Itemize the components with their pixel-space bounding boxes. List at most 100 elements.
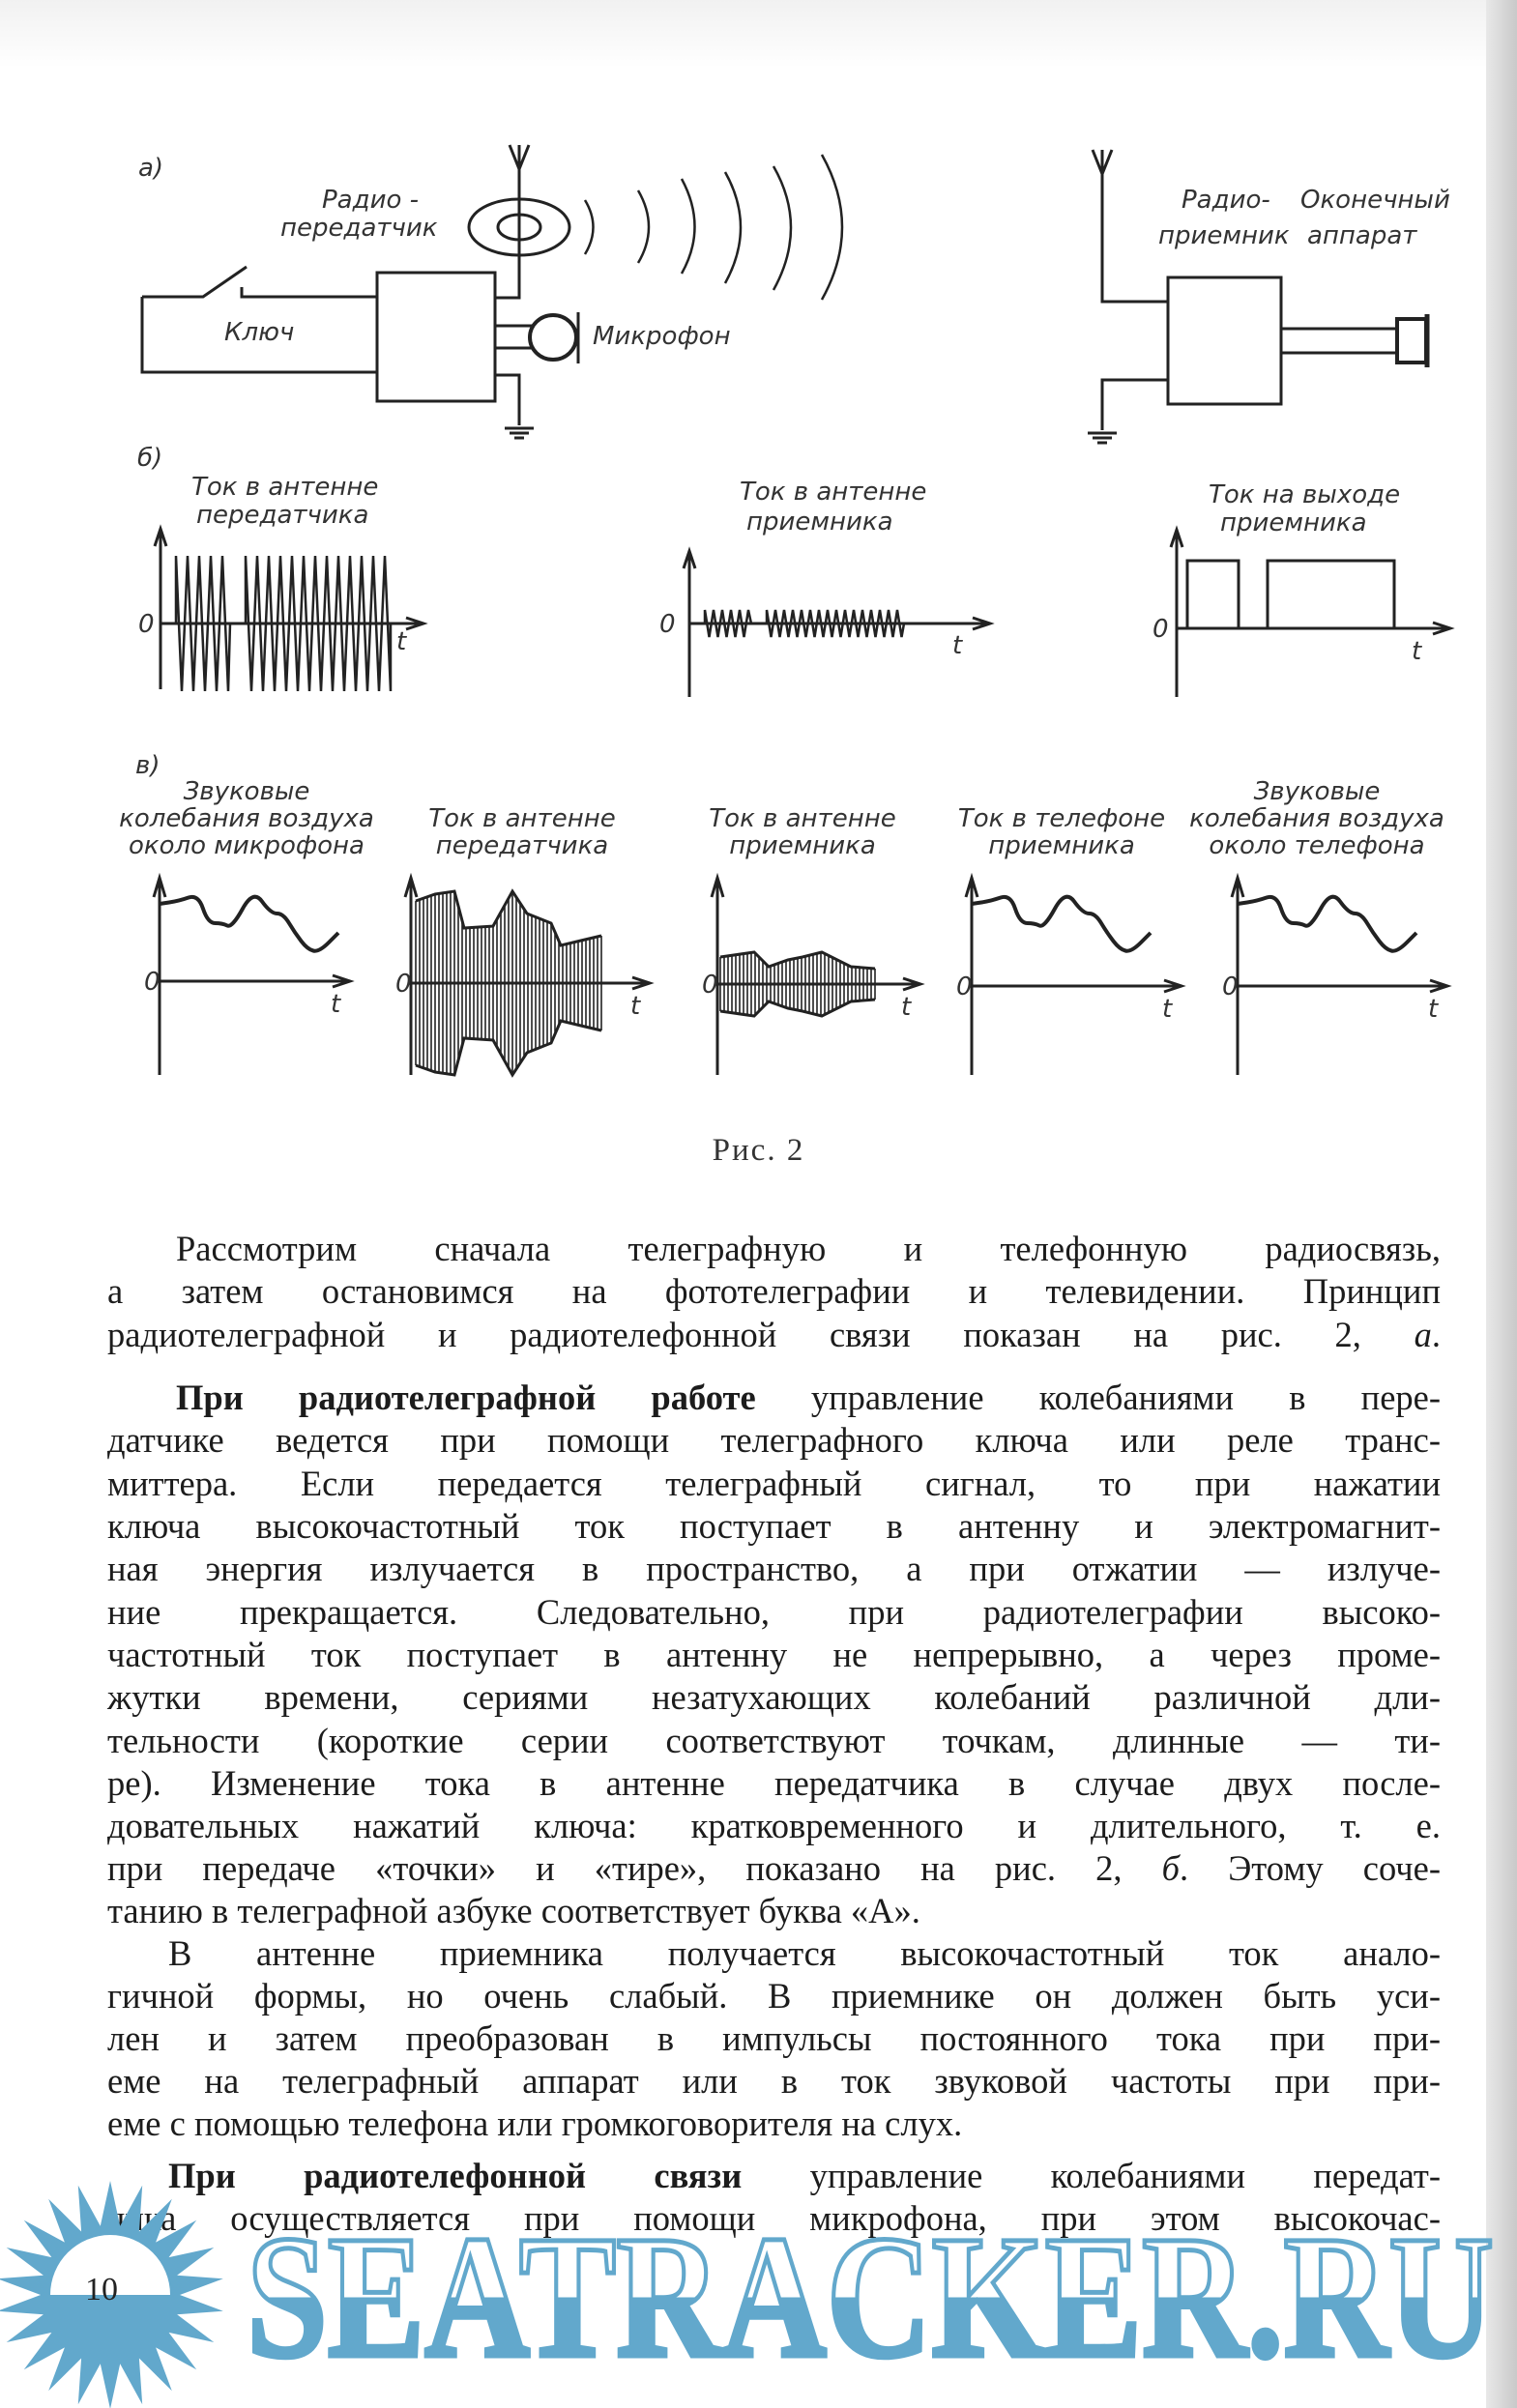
receiver-label: приемник [1158, 221, 1290, 250]
graph-title: передатчика [196, 501, 368, 530]
text-run: лен и затем преобразован в импульсы пост… [107, 2018, 1441, 2058]
output-wires [1281, 327, 1397, 355]
scan-right-edge [1486, 0, 1517, 2408]
t-label: t [331, 990, 341, 1019]
graph-title: Ток в антенне [740, 478, 926, 507]
text-run: . [1431, 1315, 1441, 1354]
graph-title: Ток в антенне [709, 804, 895, 833]
t-label: t [1428, 995, 1439, 1024]
t-label: t [1412, 637, 1422, 666]
zero-label: 0 [1152, 615, 1169, 644]
axes [1230, 872, 1452, 1075]
ground-icon [1088, 378, 1168, 445]
bold-term: При радиотелефонной связи [168, 2156, 743, 2195]
zero-label: 0 [659, 610, 676, 639]
graph-title: около телефона [1209, 831, 1424, 860]
terminal-label: аппарат [1307, 221, 1417, 250]
text-run: жутки времени, сериями незатухающих коле… [107, 1677, 1441, 1717]
watermark: SEATRACKER.RU [0, 2181, 1497, 2408]
transmitter-label: Радио - [322, 186, 419, 215]
text-run: управление колебаниями в пере- [755, 1378, 1442, 1417]
text-run: ключа высокочастотный ток поступает в ан… [107, 1506, 1441, 1546]
text-line: чика осуществляется при помощи микрофона… [107, 2197, 1441, 2240]
text-run: еме на телеграфный аппарат или в ток зву… [107, 2061, 1441, 2101]
text-line: миттера. Если передается телеграфный сиг… [107, 1463, 1441, 1505]
graph-title: Ток в антенне [428, 804, 615, 833]
carrier-bursts [174, 555, 393, 692]
t-label: t [901, 993, 912, 1022]
receiver-label: Радио- [1182, 186, 1270, 215]
text-run: ние прекращается. Следовательно, при рад… [107, 1592, 1441, 1632]
page-number: 10 [85, 2272, 118, 2307]
marker-b: б) [137, 444, 162, 473]
microphone-label: Микрофон [593, 322, 731, 351]
text-line: При радиотелефонной связи управление кол… [168, 2155, 1441, 2197]
text-run: ная энергия излучается в пространство, а… [107, 1549, 1441, 1588]
figure-caption: Рис. 2 [712, 1133, 805, 1168]
weak-bursts [703, 609, 906, 638]
text-line: танию в телеграфной азбуке соответствует… [107, 1890, 1441, 1932]
envelope-bottom [415, 1019, 602, 1078]
t-label: t [630, 992, 641, 1021]
marker-c: в) [135, 751, 160, 780]
graph-b3: Ток на выходе приемника 0 t [1152, 480, 1455, 697]
mic-wires [495, 324, 532, 350]
dc-pulses [1185, 559, 1396, 628]
radiation-ring-inner [496, 213, 542, 242]
figure-2: а) Радио - передатчик Ключ Микрофон [119, 144, 1455, 1078]
graph-b2: Ток в антенне приемника 0 t [659, 478, 995, 697]
receiver-box [1166, 276, 1283, 406]
text-run: В антенне приемника получается высокочас… [168, 1933, 1441, 1973]
text-line: ная энергия излучается в пространство, а… [107, 1548, 1441, 1590]
axes [153, 524, 428, 689]
axes [964, 872, 1186, 1075]
axes [403, 872, 655, 1075]
text-run: а [1414, 1315, 1432, 1354]
text-line: жутки времени, сериями незатухающих коле… [107, 1676, 1441, 1719]
zero-label: 0 [1222, 972, 1239, 1001]
graph-title: Ток в телефоне [958, 804, 1165, 833]
axes [710, 872, 925, 1075]
zero-label: 0 [702, 971, 718, 1000]
watermark-text: SEATRACKER.RU [247, 2200, 1494, 2394]
envelope-bottom [719, 998, 876, 1018]
ground-icon [495, 373, 534, 440]
text-run: при передаче «точки» и «тире», показано … [107, 1848, 1162, 1888]
antenna-icon [495, 144, 531, 300]
text-line: частотный ток поступает в антенну не неп… [107, 1634, 1441, 1676]
text-run: чика осуществляется при помощи микрофона… [107, 2198, 1441, 2238]
graph-title: Ток на выходе [1209, 480, 1400, 509]
antenna-icon [1091, 149, 1168, 304]
text-line: Рассмотрим сначала телеграфную и телефон… [176, 1228, 1441, 1270]
text-line: еме с помощью телефона или громкоговорит… [107, 2103, 1441, 2145]
axes [682, 546, 995, 697]
text-run: гичной формы, но очень слабый. В приемни… [107, 1976, 1441, 2016]
key-label: Ключ [224, 318, 294, 347]
transmitter: Радио - передатчик Ключ Микрофон [140, 144, 844, 440]
text-line: ние прекращается. Следовательно, при рад… [107, 1591, 1441, 1634]
zero-label: 0 [144, 968, 160, 997]
t-label: t [396, 627, 407, 656]
modulated-carrier [415, 891, 602, 1075]
text-run: частотный ток поступает в антенну не неп… [107, 1635, 1441, 1674]
zero-label: 0 [956, 972, 973, 1001]
radiation-ring [467, 197, 571, 257]
sun-inner [50, 2235, 170, 2295]
text-run: а затем остановимся на фототелеграфии и … [107, 1271, 1441, 1311]
text-line: еме на телеграфный аппарат или в ток зву… [107, 2060, 1441, 2103]
transmitter-label: передатчик [280, 214, 438, 243]
text-line: ре). Изменение тока в антенне передатчик… [107, 1762, 1441, 1805]
zero-label: 0 [395, 970, 412, 999]
text-run: б [1161, 1848, 1180, 1888]
text-line: при передаче «точки» и «тире», показано … [107, 1847, 1441, 1890]
text-run: тельности (короткие серии соответствуют … [107, 1721, 1441, 1760]
terminal-device-icon [1395, 317, 1428, 364]
zero-label: 0 [138, 610, 155, 639]
t-label: t [952, 631, 963, 660]
key-switch-icon [140, 265, 377, 374]
scan-top-shadow [0, 0, 1486, 68]
transmitter-box [375, 271, 497, 403]
sound-wave [971, 894, 1152, 953]
text-run: довательных нажатий ключа: кратковременн… [107, 1806, 1441, 1845]
